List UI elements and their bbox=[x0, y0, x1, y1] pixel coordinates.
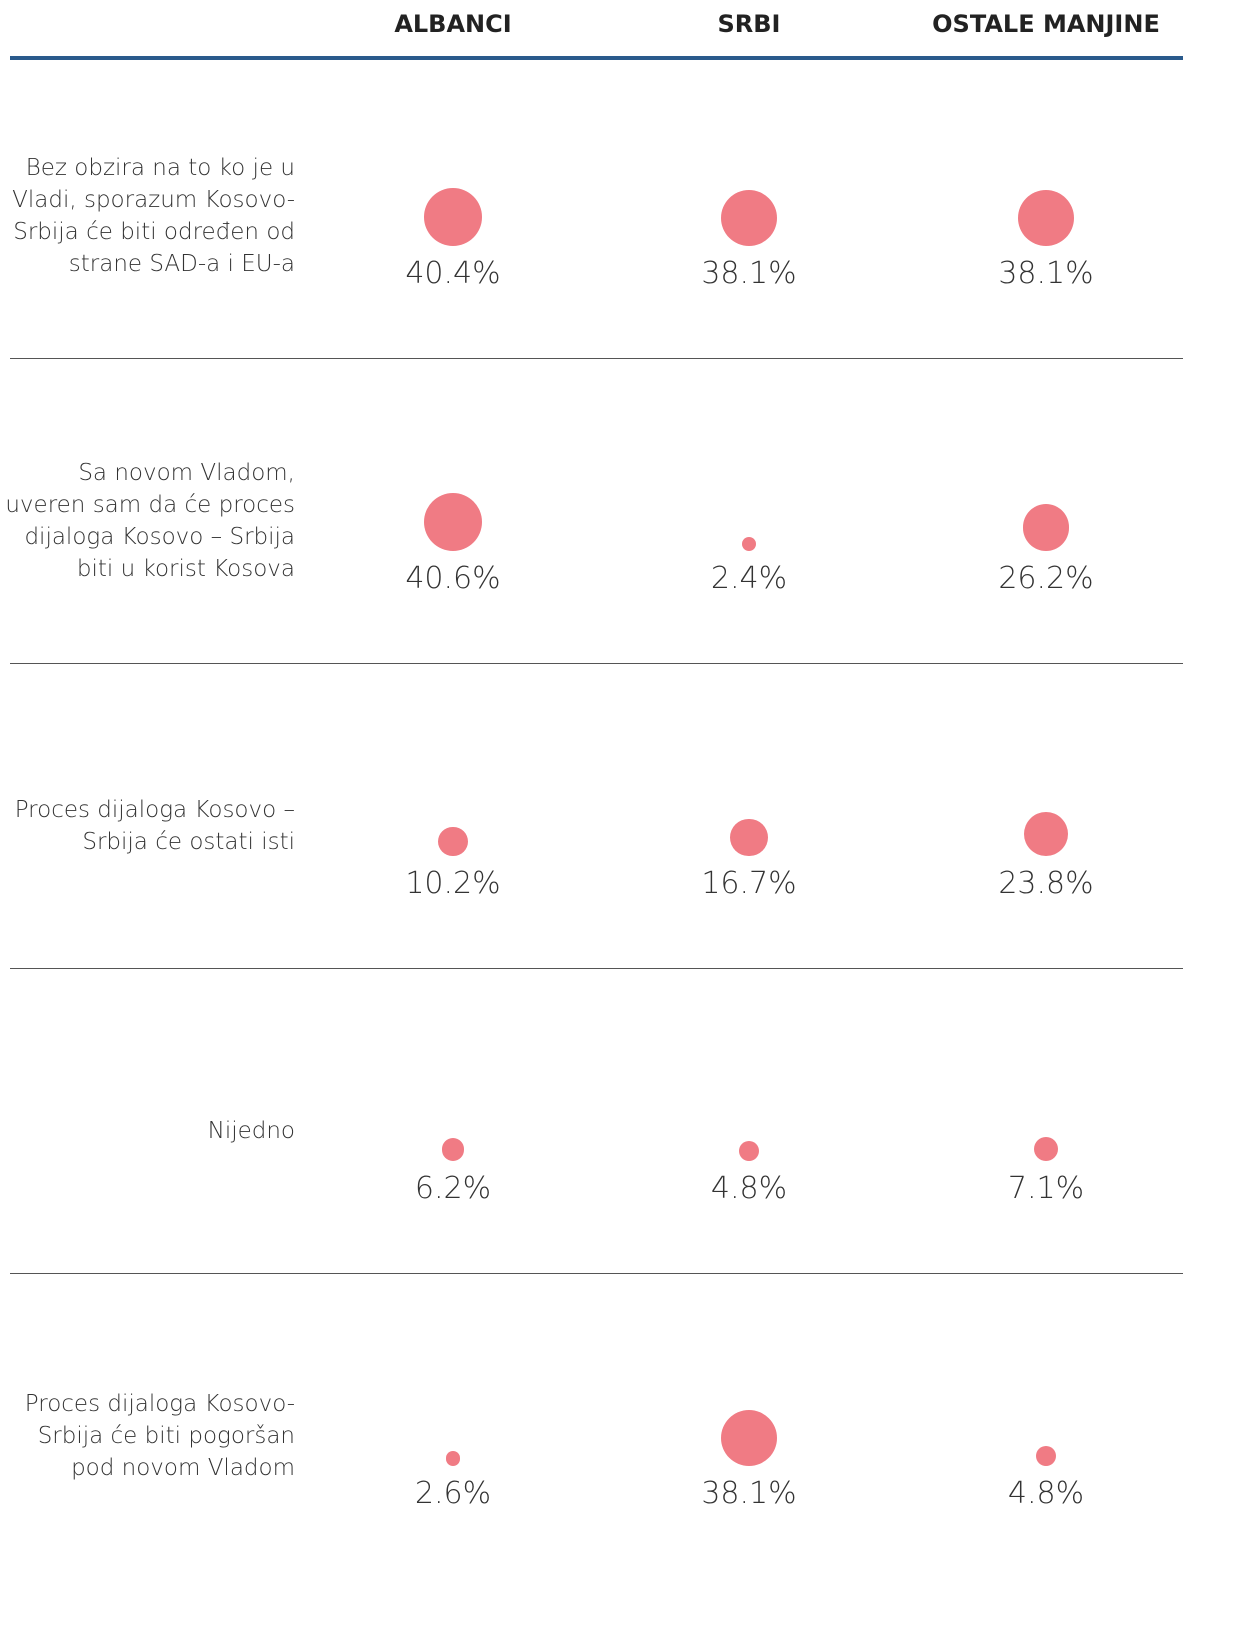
row-label: Proces dijaloga Kosovo – Srbija će ostat… bbox=[14, 797, 295, 855]
value-label: 38.1% bbox=[998, 256, 1094, 291]
value-label: 26.2% bbox=[998, 561, 1094, 596]
bubble bbox=[1023, 811, 1069, 856]
row-separator bbox=[10, 968, 1183, 969]
value-label: 4.8% bbox=[1007, 1476, 1085, 1511]
value-label: 2.4% bbox=[710, 561, 788, 596]
column-header: OSTALE MANJINE bbox=[932, 10, 1160, 38]
bubble bbox=[730, 818, 768, 856]
bubble bbox=[720, 189, 778, 246]
value-label: 6.2% bbox=[414, 1171, 492, 1206]
value-label: 23.8% bbox=[998, 866, 1094, 901]
bubble bbox=[424, 493, 482, 551]
bubble bbox=[739, 1141, 759, 1161]
header-rule bbox=[10, 56, 1183, 60]
bubble bbox=[424, 188, 482, 246]
value-label: 2.6% bbox=[414, 1476, 492, 1511]
row-separator bbox=[10, 358, 1183, 359]
value-label: 38.1% bbox=[701, 1476, 797, 1511]
value-label: 16.7% bbox=[701, 866, 797, 901]
row-label: Sa novom Vladom, uveren sam da će proces… bbox=[5, 460, 295, 582]
bubble bbox=[1022, 504, 1070, 551]
column-header: ALBANCI bbox=[394, 10, 512, 38]
row-label: Bez obzira na to ko je u Vladi, sporazum… bbox=[12, 155, 295, 277]
row-label: Nijedno bbox=[207, 1118, 295, 1144]
row-separator bbox=[10, 663, 1183, 664]
row-label: Proces dijaloga Kosovo-Srbija će biti po… bbox=[24, 1391, 295, 1481]
value-label: 40.6% bbox=[405, 561, 501, 596]
bubble bbox=[1017, 189, 1075, 246]
bubble bbox=[441, 1138, 465, 1161]
bubble bbox=[445, 1451, 461, 1466]
value-label: 10.2% bbox=[405, 866, 501, 901]
bubble bbox=[1033, 1136, 1059, 1161]
bubble bbox=[741, 536, 757, 551]
value-label: 4.8% bbox=[710, 1171, 788, 1206]
column-header: SRBI bbox=[717, 10, 781, 38]
value-label: 40.4% bbox=[405, 256, 501, 291]
value-label: 7.1% bbox=[1007, 1171, 1085, 1206]
value-label: 38.1% bbox=[701, 256, 797, 291]
bubble bbox=[1036, 1446, 1056, 1466]
bubble bbox=[720, 1409, 778, 1466]
row-separator bbox=[10, 1273, 1183, 1274]
bubble bbox=[438, 826, 468, 856]
